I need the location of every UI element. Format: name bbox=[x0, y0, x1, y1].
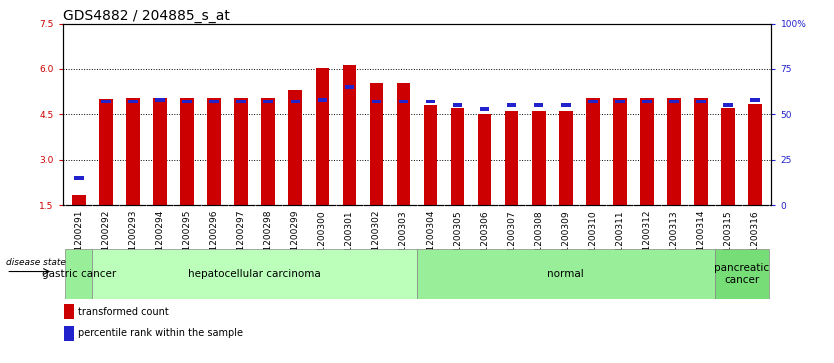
Bar bbox=[505, 111, 519, 205]
Text: hepatocellular carcinoma: hepatocellular carcinoma bbox=[188, 269, 321, 279]
Bar bbox=[315, 68, 329, 205]
Bar bbox=[532, 111, 545, 205]
Bar bbox=[559, 111, 573, 205]
Bar bbox=[417, 249, 715, 299]
Bar bbox=[64, 304, 73, 319]
Bar bbox=[399, 100, 408, 103]
Bar bbox=[751, 98, 760, 102]
Bar bbox=[180, 98, 193, 205]
Bar bbox=[696, 100, 706, 103]
Bar bbox=[424, 105, 437, 205]
Bar bbox=[99, 99, 113, 205]
Bar bbox=[534, 103, 544, 107]
Bar bbox=[561, 103, 570, 107]
Bar bbox=[667, 98, 681, 205]
Bar bbox=[126, 98, 139, 205]
Bar bbox=[397, 83, 410, 205]
Text: disease state: disease state bbox=[7, 258, 66, 268]
Bar bbox=[153, 98, 167, 205]
Bar bbox=[261, 98, 275, 205]
Text: gastric cancer: gastric cancer bbox=[42, 269, 116, 279]
Bar bbox=[369, 83, 383, 205]
Text: GDS4882 / 204885_s_at: GDS4882 / 204885_s_at bbox=[63, 9, 229, 23]
Bar bbox=[128, 100, 138, 103]
Bar bbox=[715, 249, 769, 299]
Bar bbox=[641, 98, 654, 205]
Bar bbox=[183, 100, 192, 103]
Bar bbox=[93, 249, 417, 299]
Bar bbox=[72, 195, 86, 205]
Bar bbox=[65, 249, 93, 299]
Bar bbox=[208, 98, 221, 205]
Bar bbox=[318, 98, 327, 102]
Bar bbox=[588, 100, 598, 103]
Bar bbox=[615, 100, 625, 103]
Bar bbox=[642, 100, 651, 103]
Bar bbox=[695, 98, 708, 205]
Text: percentile rank within the sample: percentile rank within the sample bbox=[78, 329, 243, 338]
Bar bbox=[670, 100, 679, 103]
Bar bbox=[748, 104, 762, 205]
Bar bbox=[426, 100, 435, 103]
Bar bbox=[289, 90, 302, 205]
Bar bbox=[372, 100, 381, 103]
Bar bbox=[453, 103, 462, 107]
Bar bbox=[480, 107, 490, 111]
Bar bbox=[507, 103, 516, 107]
Bar bbox=[209, 100, 219, 103]
Bar bbox=[613, 98, 626, 205]
Bar bbox=[343, 65, 356, 205]
Bar bbox=[344, 85, 354, 89]
Bar bbox=[234, 98, 248, 205]
Bar bbox=[451, 108, 465, 205]
Bar bbox=[236, 100, 246, 103]
Bar bbox=[586, 98, 600, 205]
Bar bbox=[264, 100, 273, 103]
Bar bbox=[723, 103, 733, 107]
Bar bbox=[74, 176, 83, 180]
Bar bbox=[101, 100, 111, 103]
Bar bbox=[155, 98, 164, 102]
Bar bbox=[64, 326, 73, 341]
Bar bbox=[290, 100, 300, 103]
Bar bbox=[721, 108, 735, 205]
Bar bbox=[478, 114, 491, 205]
Text: pancreatic
cancer: pancreatic cancer bbox=[714, 263, 769, 285]
Text: transformed count: transformed count bbox=[78, 307, 168, 317]
Text: normal: normal bbox=[547, 269, 584, 279]
